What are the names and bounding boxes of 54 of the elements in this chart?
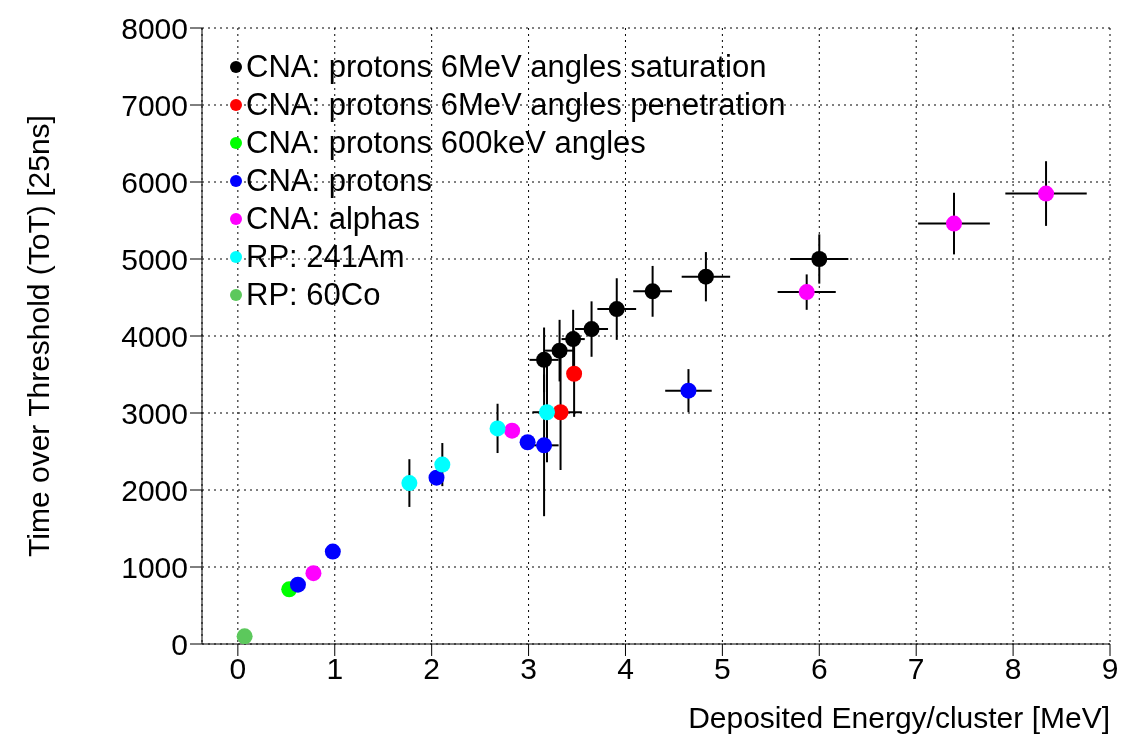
y-tick-label: 8000 [121,11,188,45]
x-tick-label: 6 [810,652,828,686]
legend-label: CNA: protons 600keV angles [246,125,646,161]
point [536,437,553,454]
point [811,251,828,267]
point [583,321,600,338]
y-tick-label: 5000 [121,242,188,276]
x-tick-label: 5 [714,652,731,686]
x-tick-label: 1 [326,652,344,686]
legend-label: RP: 60Co [246,277,381,313]
point [401,475,418,492]
point [434,456,451,473]
point [428,469,445,486]
x-tick-label: 2 [423,652,441,686]
y-tick-label: 6000 [121,165,188,199]
point [798,284,815,301]
point [644,283,661,300]
x-tick-label: 0 [229,652,247,686]
legend-label: CNA: protons 6MeV angles saturation [246,49,767,85]
legend-label: CNA: protons 6MeV angles penetration [246,87,786,123]
point [697,268,714,285]
point [1038,185,1055,202]
point [565,331,582,348]
point [945,215,962,232]
y-tick-label: 3000 [121,396,188,430]
x-tick-label: 4 [617,652,634,686]
point [536,351,553,368]
point [680,382,697,399]
x-tick-label: 9 [1101,652,1119,686]
point [489,420,506,437]
point [566,365,583,382]
point [504,422,521,439]
y-axis-title: Time over Threshold (ToT) [25ns] [21,115,55,557]
y-tick-label: 2000 [121,473,188,507]
point [305,565,322,582]
y-tick-label: 0 [171,627,188,661]
legend-label: CNA: protons [246,163,433,199]
point [608,301,625,318]
point [324,543,341,560]
y-tick-label: 1000 [121,550,188,584]
point [289,576,306,593]
y-tick-label: 4000 [121,319,188,353]
point [552,404,569,421]
point [538,404,555,421]
legend-label: RP: 241Am [246,239,405,275]
point [236,628,253,644]
point [551,342,568,359]
point [519,434,536,451]
x-tick-label: 3 [520,652,537,686]
legend-label: CNA: alphas [246,201,421,237]
x-axis-title: Deposited Energy/cluster [MeV] [688,701,1110,734]
x-tick-label: 7 [907,652,925,686]
y-tick-label: 7000 [121,88,188,122]
x-tick-label: 8 [1004,652,1022,686]
